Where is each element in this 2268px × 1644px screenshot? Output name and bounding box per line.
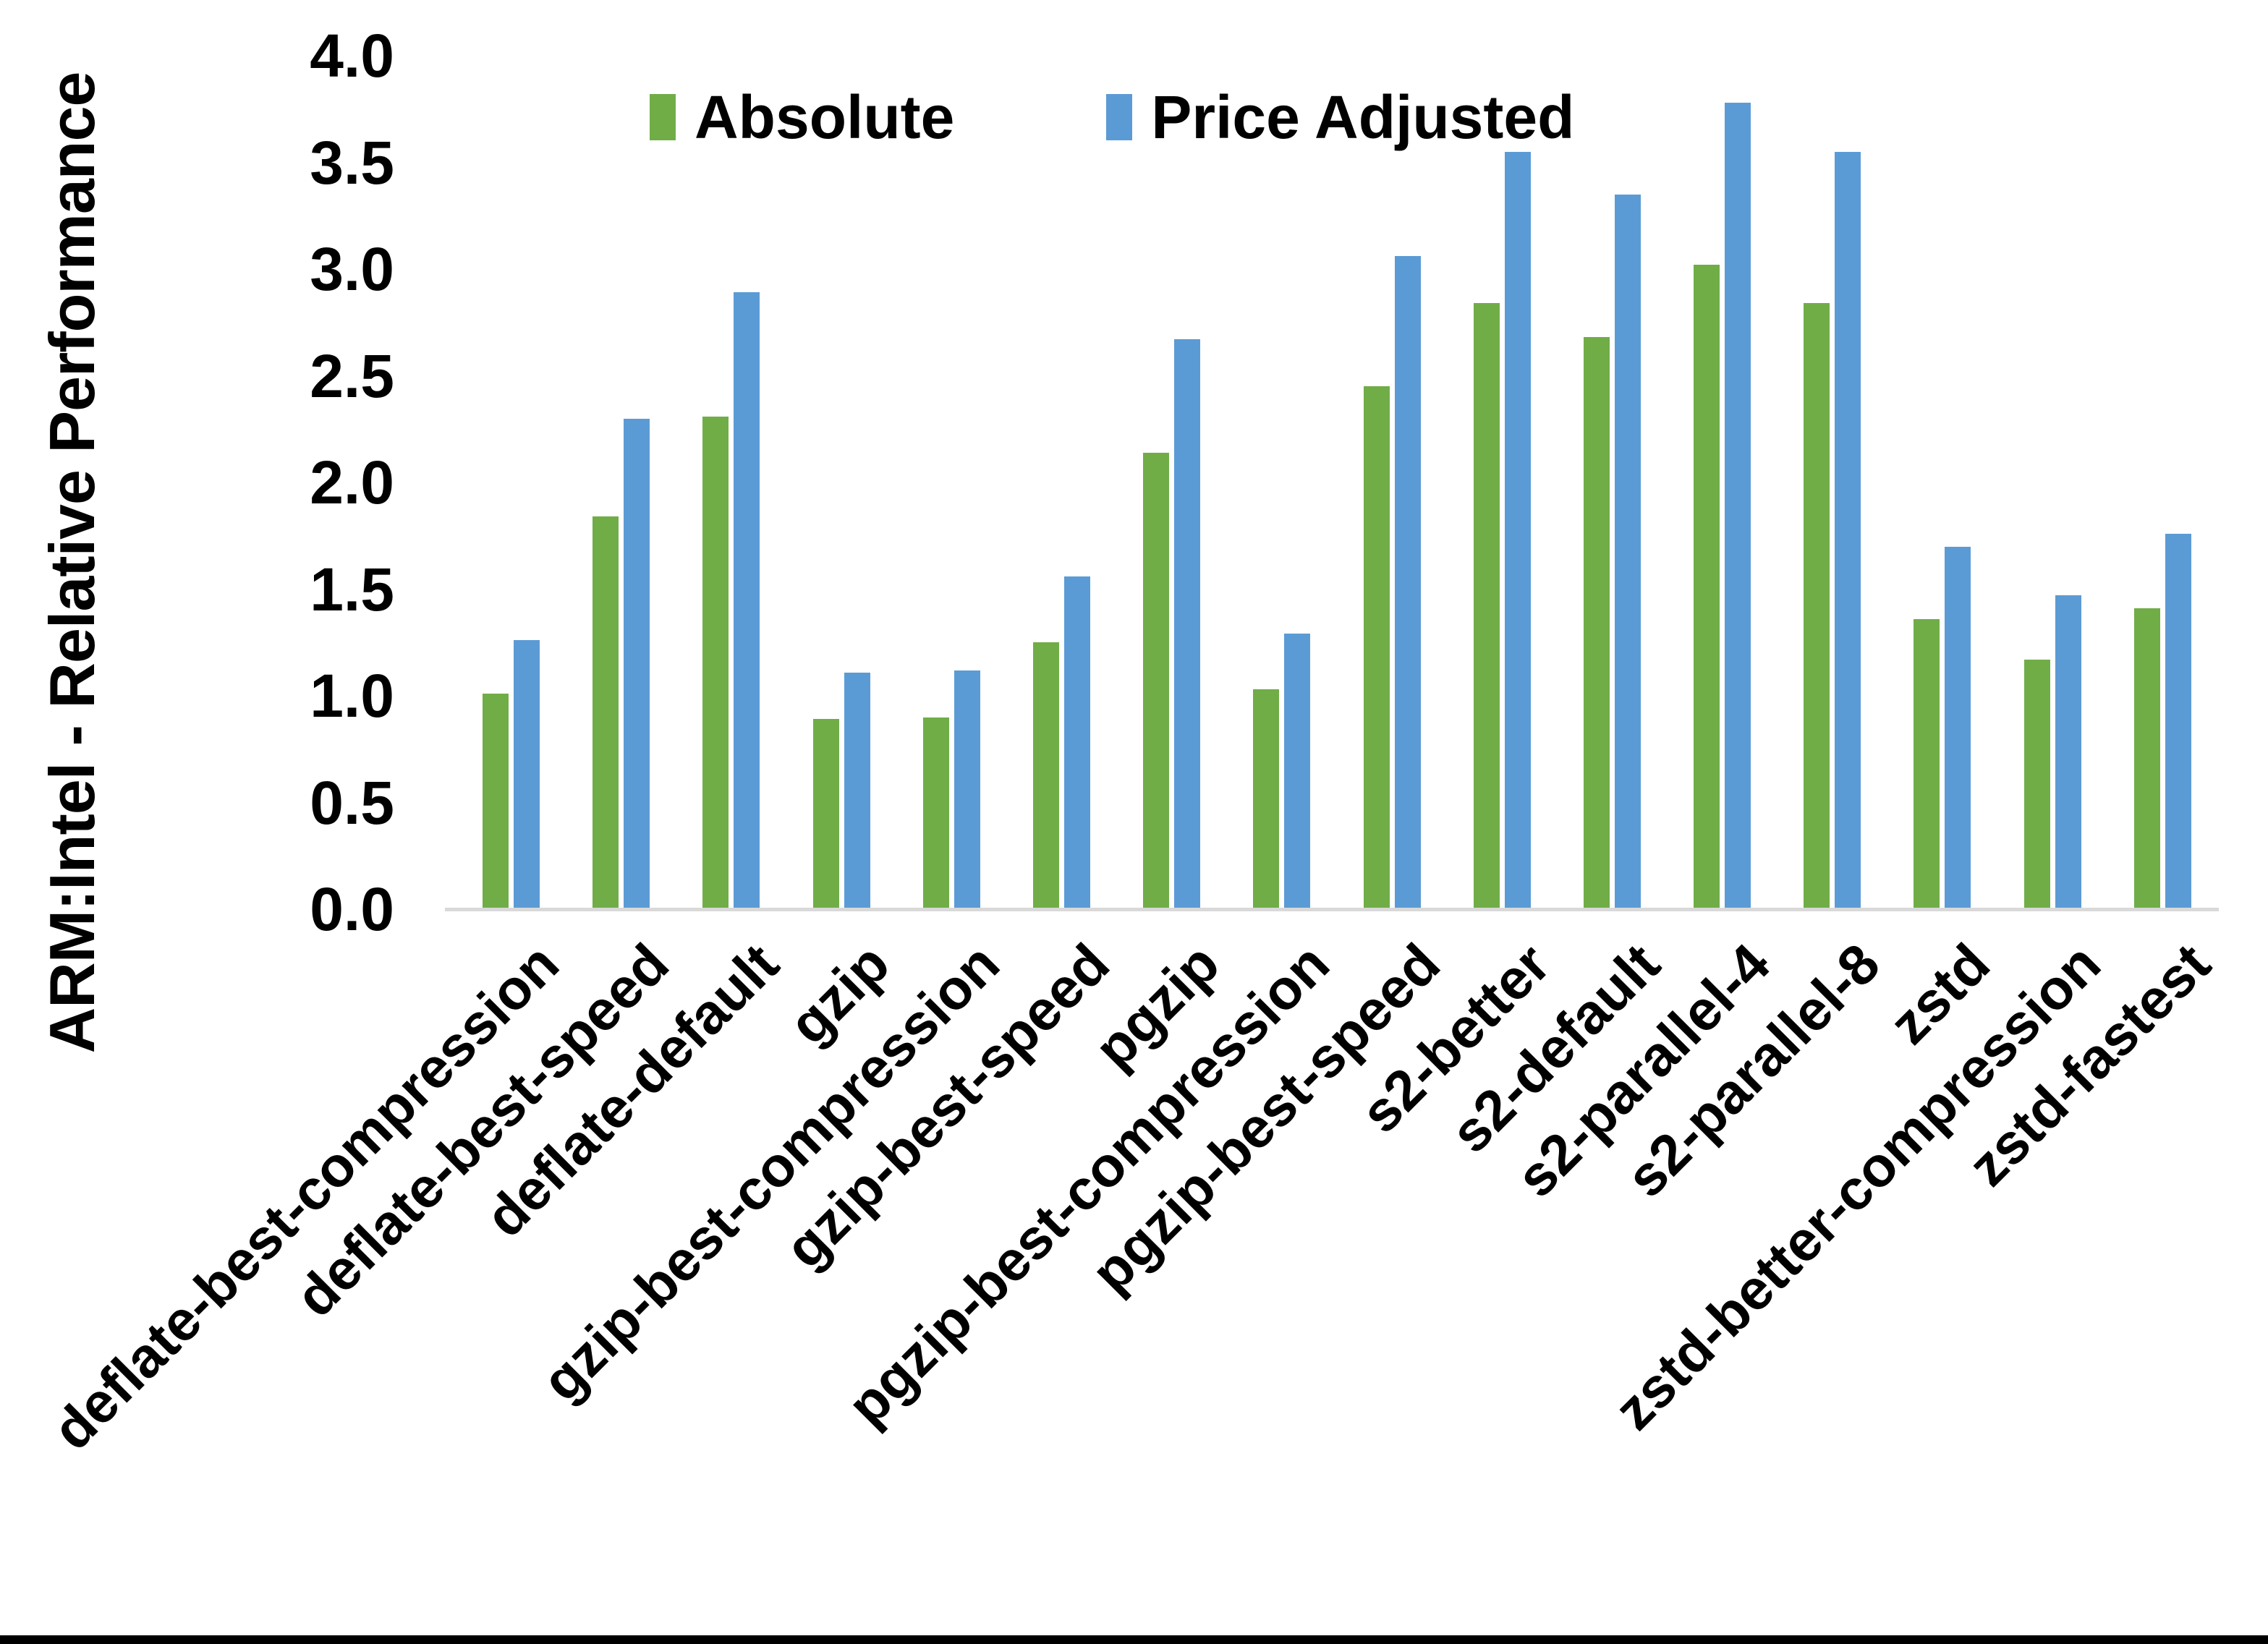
legend-label-absolute: Absolute [695,82,955,151]
y-tick-label: 4.0 [310,22,394,90]
y-tick-label: 2.5 [310,341,394,410]
bar-absolute-pgzip-best-compression [1253,689,1280,909]
bar-absolute-zstd-fastest [2133,608,2160,909]
bar-price-adjusted-s2-default [1614,194,1641,909]
bar-price-adjusted-gzip [844,672,870,909]
bar-price-adjusted-zstd-fastest [2165,533,2191,909]
bar-absolute-s2-better [1473,303,1500,909]
bar-price-adjusted-deflate-default [734,292,760,909]
bar-absolute-s2-parallel-8 [1804,303,1830,909]
bar-absolute-pgzip [1143,452,1170,909]
bar-absolute-deflate-default [702,416,729,909]
legend-item-price-adjusted: Price Adjusted [1106,82,1574,153]
bar-price-adjusted-gzip-best-compression [954,670,980,909]
bar-price-adjusted-s2-parallel-8 [1835,151,1861,909]
bar-absolute-zstd-better-compression [2023,659,2050,909]
y-tick-label: 0.5 [310,768,394,837]
legend: Absolute Price Adjusted [650,81,1574,153]
plot-area [456,56,2217,909]
bottom-border-bar [0,1635,2268,1644]
bar-absolute-zstd [1914,618,1940,909]
x-axis-line [445,908,2219,911]
bar-absolute-s2-parallel-4 [1694,265,1720,909]
bar-absolute-deflate-best-compression [483,694,509,909]
bar-price-adjusted-deflate-best-speed [624,418,650,909]
bar-price-adjusted-pgzip-best-compression [1284,634,1311,909]
y-axis-title: ARM:Intel - Relative Performance [36,72,108,1054]
bar-price-adjusted-s2-parallel-4 [1725,102,1751,909]
bar-price-adjusted-pgzip [1174,339,1201,909]
legend-swatch-price-adjusted-icon [1106,94,1133,140]
legend-label-price-adjusted: Price Adjusted [1151,82,1575,151]
y-tick-label: 3.5 [310,128,394,197]
legend-swatch-absolute-icon [650,94,676,140]
bar-absolute-s2-default [1583,337,1610,909]
bar-price-adjusted-zstd-better-compression [2055,595,2081,909]
bar-absolute-deflate-best-speed [593,516,619,909]
bar-absolute-pgzip-best-speed [1363,386,1390,909]
bar-price-adjusted-s2-better [1504,151,1531,909]
bar-absolute-gzip-best-compression [922,717,949,909]
y-tick-label: 2.0 [310,448,394,516]
y-tick-label: 3.0 [310,235,394,303]
bar-price-adjusted-deflate-best-compression [514,640,540,909]
y-tick-label: 1.0 [310,662,394,730]
bar-absolute-gzip-best-speed [1032,642,1059,909]
bar-price-adjusted-zstd [1945,546,1971,909]
y-tick-label: 0.0 [310,875,394,943]
bar-price-adjusted-pgzip-best-speed [1394,256,1421,909]
bar-absolute-gzip [812,719,839,909]
legend-item-absolute: Absolute [650,82,954,153]
y-tick-label: 1.5 [310,555,394,623]
bar-price-adjusted-gzip-best-speed [1063,576,1090,909]
